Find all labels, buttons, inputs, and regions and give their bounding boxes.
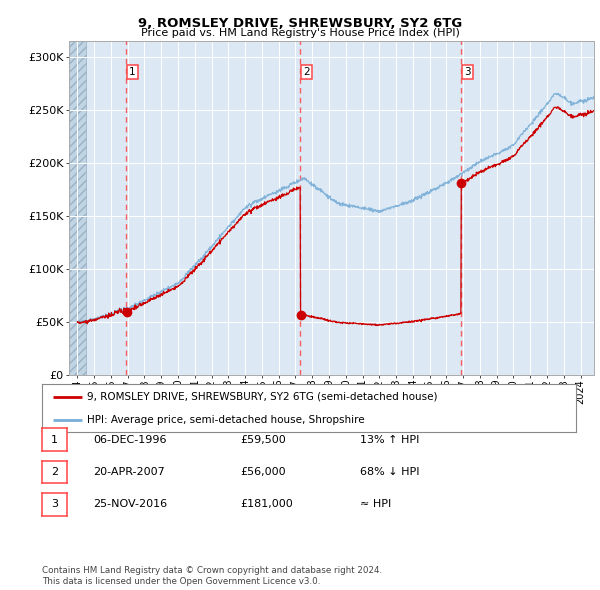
Text: Contains HM Land Registry data © Crown copyright and database right 2024.: Contains HM Land Registry data © Crown c… (42, 566, 382, 575)
Bar (69, 41, 86, 375)
Text: 25-NOV-2016: 25-NOV-2016 (93, 500, 167, 509)
Text: 1: 1 (129, 67, 136, 77)
Text: 20-APR-2007: 20-APR-2007 (93, 467, 165, 477)
Text: 1: 1 (51, 435, 58, 444)
Text: 68% ↓ HPI: 68% ↓ HPI (360, 467, 419, 477)
Text: ≈ HPI: ≈ HPI (360, 500, 391, 509)
Text: 2: 2 (51, 467, 58, 477)
Text: This data is licensed under the Open Government Licence v3.0.: This data is licensed under the Open Gov… (42, 577, 320, 586)
Text: £56,000: £56,000 (240, 467, 286, 477)
Text: £181,000: £181,000 (240, 500, 293, 509)
Text: 13% ↑ HPI: 13% ↑ HPI (360, 435, 419, 444)
Text: 06-DEC-1996: 06-DEC-1996 (93, 435, 167, 444)
Text: 3: 3 (51, 500, 58, 509)
Text: Price paid vs. HM Land Registry's House Price Index (HPI): Price paid vs. HM Land Registry's House … (140, 28, 460, 38)
Text: 9, ROMSLEY DRIVE, SHREWSBURY, SY2 6TG (semi-detached house): 9, ROMSLEY DRIVE, SHREWSBURY, SY2 6TG (s… (88, 392, 438, 402)
Text: HPI: Average price, semi-detached house, Shropshire: HPI: Average price, semi-detached house,… (88, 415, 365, 425)
Text: 3: 3 (464, 67, 470, 77)
Text: 9, ROMSLEY DRIVE, SHREWSBURY, SY2 6TG: 9, ROMSLEY DRIVE, SHREWSBURY, SY2 6TG (138, 17, 462, 30)
Text: 2: 2 (303, 67, 310, 77)
Text: £59,500: £59,500 (240, 435, 286, 444)
